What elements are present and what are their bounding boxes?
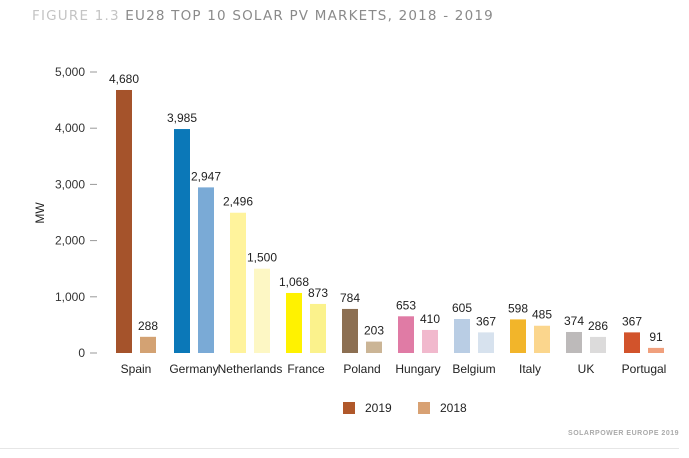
bar-2019-germany [174,129,190,353]
bar-2018-italy [534,325,550,353]
data-label: 653 [396,298,416,312]
y-tick-label: 4,000 [55,121,85,135]
bar-2019-portugal [624,332,640,353]
data-label: 2,947 [191,169,221,183]
bar-2018-france [310,303,326,353]
data-label: 4,680 [109,72,139,86]
data-label: 203 [364,324,384,338]
bar-2018-poland [366,341,382,353]
y-tick-label: 1,000 [55,290,85,304]
x-tick-label: UK [578,362,595,376]
chart-title: FIGURE 1.3 EU28 TOP 10 SOLAR PV MARKETS,… [32,8,494,24]
legend-label: 2019 [365,401,392,415]
bar-2019-poland [342,308,358,353]
data-label: 1,068 [279,275,309,289]
x-tick-label: Germany [169,362,218,376]
data-label: 598 [508,301,528,315]
bar-2018-portugal [648,347,664,353]
bar-2018-uk [590,336,606,353]
data-label: 91 [649,330,663,344]
data-label: 367 [622,314,642,328]
bar-2018-hungary [422,329,438,353]
data-label: 3,985 [167,111,197,125]
x-tick-label: Netherlands [218,362,283,376]
legend-swatch-2018 [418,402,430,414]
bar-2019-belgium [454,318,470,353]
data-label: 2,496 [223,195,253,209]
x-tick-label: Poland [343,362,380,376]
x-tick-label: Belgium [452,362,495,376]
bar-2019-hungary [398,316,414,353]
data-label: 873 [308,286,328,300]
data-label: 367 [476,314,496,328]
y-tick-label: 0 [78,346,85,360]
data-label: 374 [564,314,584,328]
x-tick-label: France [287,362,325,376]
data-label: 605 [452,301,472,315]
x-tick-label: Italy [519,362,541,376]
bar-2019-italy [510,319,526,353]
y-axis-label: MW [33,202,47,224]
bar-2019-uk [566,331,582,353]
figure-number: FIGURE 1.3 [32,8,120,24]
y-tick-label: 5,000 [55,65,85,79]
data-label: 485 [532,308,552,322]
x-tick-label: Portugal [622,362,667,376]
source-footer: SOLARPOWER EUROPE 2019 [568,430,679,437]
divider [0,448,679,449]
data-label: 410 [420,312,440,326]
bar-2018-germany [198,187,214,353]
y-tick-label: 3,000 [55,177,85,191]
x-tick-label: Hungary [395,362,440,376]
data-label: 1,500 [247,251,277,265]
bar-2019-netherlands [230,212,246,353]
bar-2018-netherlands [254,268,270,353]
bar-2018-spain [140,336,156,353]
bar-2019-france [286,292,302,353]
data-label: 286 [588,319,608,333]
x-tick-label: Spain [121,362,152,376]
legend-swatch-2019 [343,402,355,414]
data-label: 288 [138,319,158,333]
bar-2018-belgium [478,332,494,353]
bar-2019-spain [116,89,132,353]
y-tick-label: 2,000 [55,234,85,248]
legend-label: 2018 [440,401,467,415]
title-text: EU28 TOP 10 SOLAR PV MARKETS, 2018 - 201… [125,8,494,24]
data-label: 784 [340,291,360,305]
